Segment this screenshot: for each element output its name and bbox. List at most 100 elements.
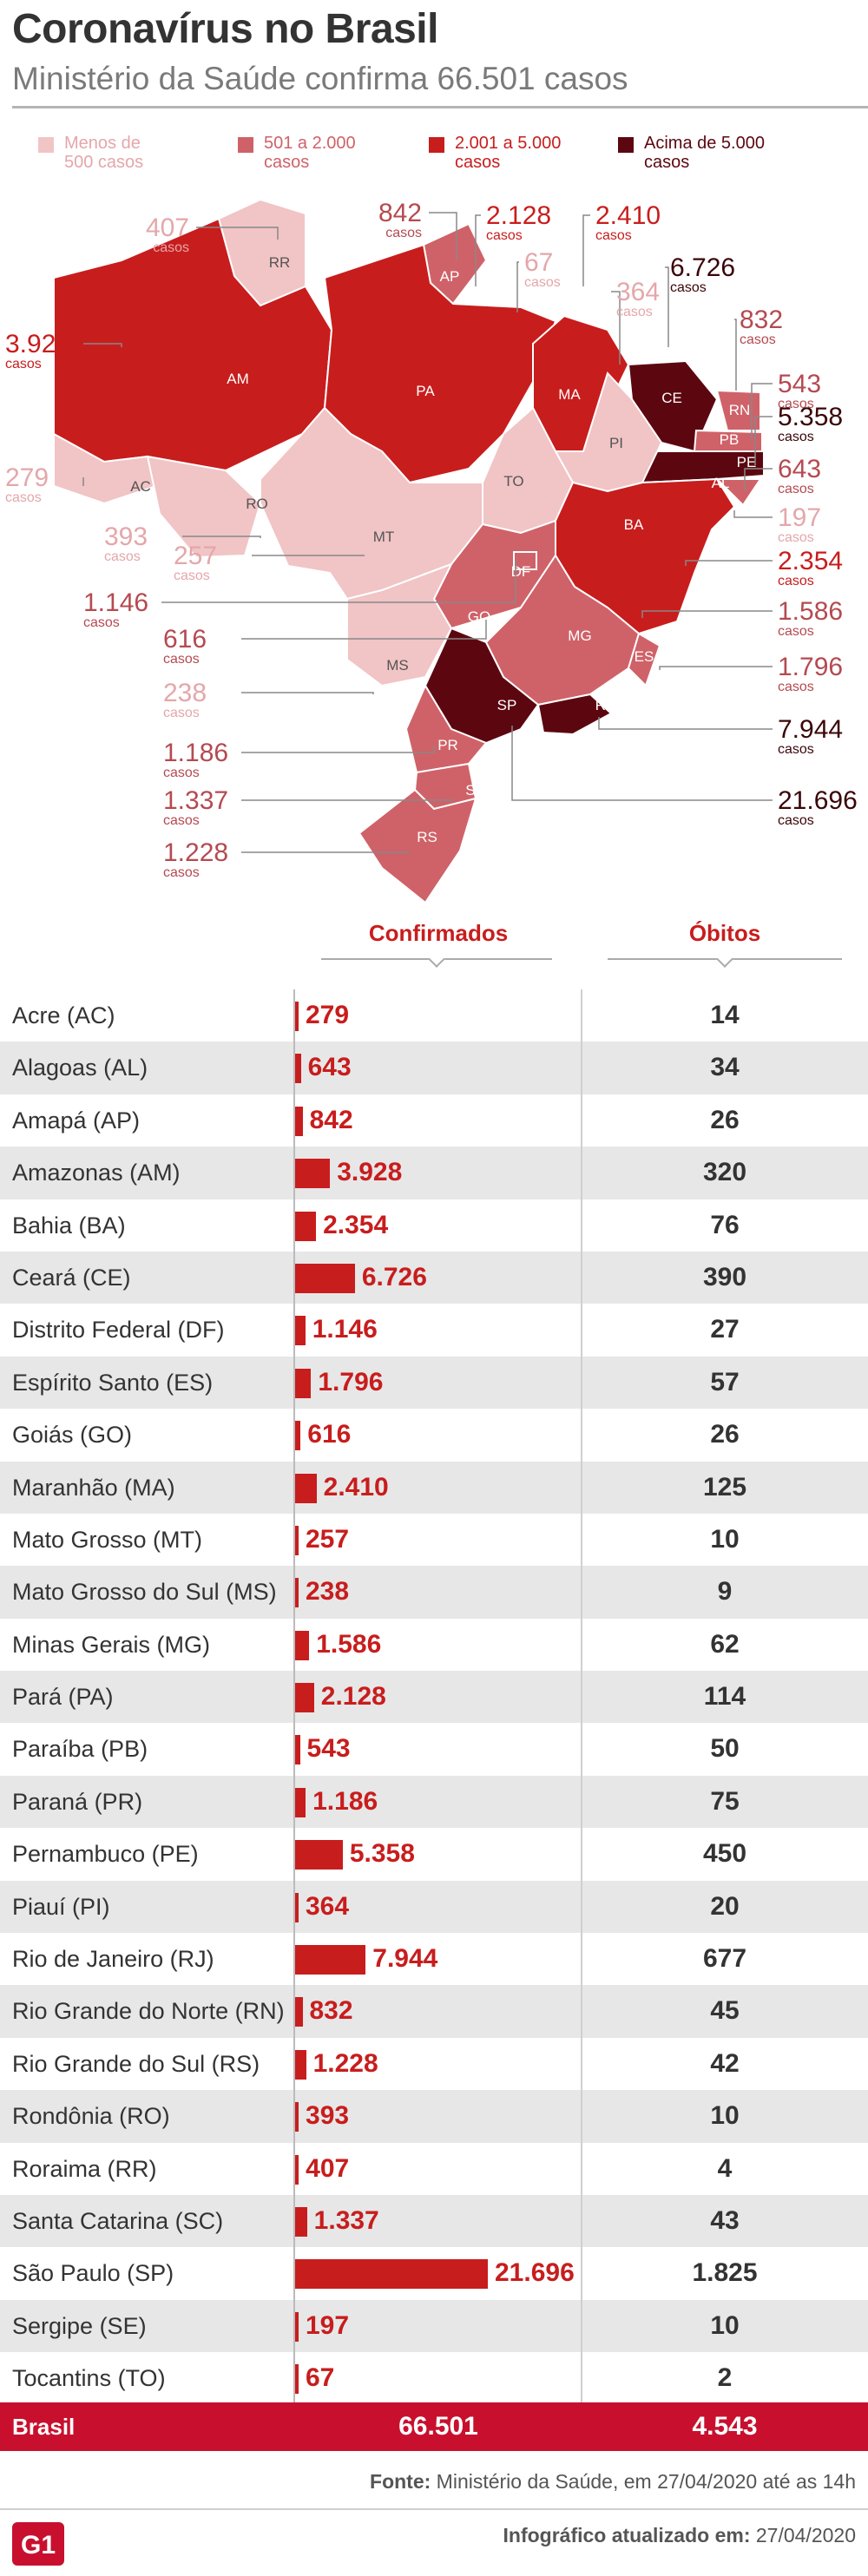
callout-value-ma: 2.410: [595, 201, 661, 230]
confirmed-value: 543: [306, 1734, 351, 1764]
table-row: Roraima (RR) 407 4: [0, 2143, 868, 2195]
footer-divider: [0, 2508, 868, 2510]
state-name: Rio de Janeiro (RJ): [12, 1946, 214, 1973]
total-row: Brasil 66.501 4.543: [0, 2402, 868, 2451]
state-abbr-ba: BA: [624, 516, 644, 533]
leader-line-pb: [751, 383, 773, 441]
callout-value-pi: 364: [616, 278, 660, 306]
callout-unit: casos: [524, 275, 561, 290]
deaths-value: 9: [717, 1577, 733, 1607]
confirmed-bar: [295, 1368, 312, 1398]
table-row: Goiás (GO) 616 26: [0, 1409, 868, 1461]
state-shape-rj: [536, 693, 613, 736]
callout-unit: casos: [670, 280, 707, 295]
leader-line-se: [733, 510, 773, 518]
confirmed-bar: [295, 1892, 299, 1922]
confirmed-value: 6.726: [361, 1262, 427, 1291]
state-shape-rn: [715, 389, 761, 431]
state-abbr-to: TO: [503, 473, 523, 490]
deaths-value: 320: [702, 1158, 747, 1187]
state-abbr-ms: MS: [386, 657, 409, 674]
state-name: Sergipe (SE): [12, 2312, 147, 2339]
callout-value-al: 643: [778, 455, 821, 483]
state-abbr-pb: PB: [720, 431, 740, 448]
leader-line-pa: [475, 214, 481, 286]
confirmed-bar: [295, 1787, 306, 1817]
state-name: Goiás (GO): [12, 1422, 133, 1449]
state-shape-es: [627, 632, 661, 687]
state-name: Tocantins (TO): [12, 2365, 166, 2392]
callout-value-am: 3.928: [5, 330, 70, 358]
state-name: Roraima (RR): [12, 2155, 157, 2182]
legend-label: 501 a 2.000 casos: [264, 134, 356, 172]
table-row: Alagoas (AL) 643 34: [0, 1042, 868, 1094]
callout-value-df: 1.146: [83, 588, 148, 617]
table-row: Piauí (PI) 364 20: [0, 1880, 868, 1934]
state-name: Rio Grande do Norte (RN): [12, 1998, 285, 2025]
title-divider: [12, 106, 868, 108]
table-row: Espírito Santo (ES) 1.796 57: [0, 1356, 868, 1410]
state-abbr-df: DF: [511, 563, 531, 580]
callout-unit: casos: [616, 305, 653, 319]
state-abbr-es: ES: [635, 648, 654, 665]
state-abbr-go: GO: [468, 608, 490, 625]
callout-unit: casos: [5, 357, 42, 371]
table-row: Minas Gerais (MG) 1.586 62: [0, 1619, 868, 1671]
deaths-value: 50: [710, 1734, 740, 1764]
page-title: Coronavírus no Brasil: [12, 6, 438, 52]
confirmed-value: 1.796: [318, 1367, 384, 1396]
leader-line-ap: [429, 212, 457, 260]
confirmed-bar: [295, 1473, 317, 1503]
confirmed-value: 1.186: [312, 1786, 378, 1816]
callout-value-ap: 842: [378, 199, 422, 227]
state-abbr-pa: PA: [416, 383, 435, 399]
callout-unit: casos: [778, 397, 814, 411]
confirmed-bar: [295, 1683, 314, 1713]
deaths-value: 10: [710, 2310, 740, 2340]
confirmed-value: 2.354: [323, 1210, 389, 1239]
leader-line-pr: [241, 746, 435, 753]
callout-value-sc: 1.337: [163, 786, 228, 815]
confirmed-value: 2.410: [323, 1472, 389, 1502]
callout-value-mg: 1.586: [778, 597, 843, 626]
confirmed-bar: [295, 1106, 303, 1136]
state-name: Paraíba (PB): [12, 1736, 148, 1763]
leader-line-ce: [665, 266, 669, 347]
state-abbr-ce: CE: [661, 390, 682, 406]
confirmed-bar: [295, 2311, 299, 2342]
state-abbr-ro: RO: [246, 496, 268, 512]
state-abbr-pe: PE: [737, 454, 757, 470]
table-row: Acre (AC) 279 14: [0, 989, 868, 1042]
callout-value-mt: 257: [174, 542, 217, 570]
callout-value-go: 616: [163, 625, 207, 654]
callout-value-pe: 5.358: [778, 403, 843, 431]
leader-line-sp: [511, 726, 773, 801]
leader-line-ma: [582, 214, 590, 286]
state-name: Alagoas (AL): [12, 1055, 148, 1081]
state-abbr-rn: RN: [729, 402, 751, 418]
leader-line-rn: [734, 319, 737, 391]
state-abbr-pr: PR: [437, 737, 458, 753]
state-shape-ro: [146, 455, 262, 559]
leader-line-ms: [241, 692, 374, 694]
deaths-value: 27: [710, 1315, 740, 1344]
callout-value-ro: 393: [104, 522, 148, 551]
deaths-value: 10: [710, 2101, 740, 2131]
confirmed-value: 1.146: [312, 1315, 378, 1344]
callout-unit: casos: [83, 615, 120, 630]
confirmed-bar: [295, 1211, 317, 1241]
confirmed-value: 7.944: [372, 1944, 438, 1974]
callout-unit: casos: [104, 549, 141, 564]
confirmed-bar: [295, 2102, 299, 2132]
state-name: Rondônia (RO): [12, 2103, 170, 2130]
deaths-value: 10: [710, 1524, 740, 1554]
deaths-value: 26: [710, 1105, 740, 1134]
cases-table: Acre (AC) 279 14 Alagoas (AL) 643 34 Amapá (AP…: [0, 989, 868, 2405]
table-row: Ceará (CE) 6.726 390: [0, 1251, 868, 1304]
callout-unit: casos: [174, 568, 210, 583]
callout-unit: casos: [595, 228, 632, 243]
callout-unit: casos: [163, 652, 200, 667]
confirmed-bar: [295, 1578, 299, 1608]
state-name: Santa Catarina (SC): [12, 2207, 224, 2234]
state-abbr-mt: MT: [373, 529, 395, 545]
